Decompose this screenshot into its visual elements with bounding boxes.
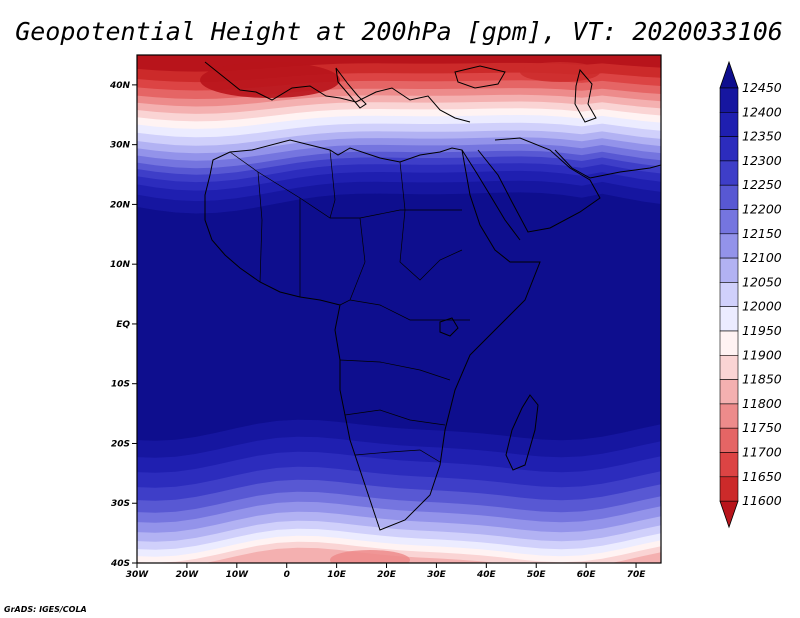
- colorbar-label: 11950: [742, 323, 782, 338]
- madagascar-outline: [505, 394, 539, 471]
- colorbar-label: 12200: [742, 202, 782, 217]
- africa-coastline: [204, 139, 541, 531]
- latitude-axis: 40N 30N 20N 10N EQ 10S 20S 30S 40S: [109, 81, 137, 569]
- lon-tick-label: 10E: [327, 570, 347, 580]
- persian-gulf-coast: [554, 149, 661, 179]
- colorbar-swatch: [719, 427, 739, 453]
- colorbar-swatch: [719, 306, 739, 332]
- lon-tick-label: 30W: [126, 570, 150, 580]
- lat-tick-label: 30S: [111, 499, 130, 509]
- black-sea-outline: [454, 65, 506, 89]
- colorbar-label: 11650: [742, 469, 782, 484]
- colorbar-label: 12150: [742, 226, 782, 241]
- coastline-outlines: [204, 61, 661, 531]
- lat-tick-label: 40N: [109, 81, 131, 91]
- lake-victoria-outline: [439, 317, 459, 337]
- red-sea-coast: [461, 149, 521, 241]
- height-band-south: [205, 547, 661, 563]
- lat-tick-label: 30N: [110, 141, 131, 151]
- caspian-outline: [574, 68, 597, 123]
- colorbar-swatch: [719, 112, 739, 137]
- lon-tick-label: 70E: [627, 570, 647, 580]
- colorbar-label: 11800: [742, 396, 782, 411]
- colorbar-label: 12000: [742, 299, 782, 314]
- colorbar-bottom-arrow: [719, 500, 739, 529]
- grads-credit: GrADS: IGES/COLA: [4, 605, 87, 614]
- colorbar-label: 12300: [742, 153, 782, 168]
- height-low-north: [200, 62, 340, 98]
- lat-tick-label: 20S: [111, 439, 130, 449]
- lat-tick-label: 10N: [110, 260, 131, 270]
- colorbar-swatch: [719, 136, 739, 162]
- colorbar-label: 11700: [742, 445, 782, 460]
- colorbar-label: 12050: [742, 274, 782, 289]
- colorbar-swatch: [719, 87, 739, 113]
- height-low-northeast: [520, 62, 600, 82]
- colorbar-swatch: [719, 452, 739, 478]
- europe-coastline: [204, 61, 471, 123]
- lon-tick-label: 50E: [527, 570, 547, 580]
- lon-tick-label: 30E: [427, 570, 447, 580]
- longitude-axis: 30W 20W 10W 0 10E 20E 30E 40E 50E 60E 70E: [126, 563, 646, 580]
- map-panel: [137, 55, 661, 563]
- lon-tick-label: 20W: [176, 570, 200, 580]
- colorbar-swatch: [719, 209, 739, 235]
- map-frame: [136, 54, 662, 564]
- colorbar-label: 12350: [742, 129, 782, 144]
- arabia-coast: [477, 137, 601, 233]
- country-borders: [229, 149, 470, 463]
- colorbar-label: 12100: [742, 250, 782, 265]
- colorbar-top-arrow: [719, 60, 739, 89]
- colorbar-label: 11600: [742, 493, 782, 508]
- colorbar-swatch: [719, 233, 739, 259]
- lon-tick-label: 20E: [377, 570, 397, 580]
- colorbar-label: 11900: [742, 347, 782, 362]
- colorbar-swatch: [719, 184, 739, 210]
- map-title: Geopotential Height at 200hPa [gpm], VT:…: [15, 17, 783, 46]
- lat-tick-label: 40S: [110, 559, 130, 569]
- italy-outline: [335, 67, 367, 109]
- lat-tick-label: 10S: [111, 380, 130, 390]
- colorbar-label: 12400: [742, 104, 782, 119]
- lon-tick-label: 0: [284, 570, 290, 580]
- colorbar-swatch: [719, 330, 739, 356]
- colorbar-label: 11750: [742, 420, 782, 435]
- colorbar-swatch: [719, 282, 739, 307]
- colorbar-swatch: [719, 476, 739, 502]
- height-low-south: [330, 550, 410, 563]
- colorbar-label: 11850: [742, 372, 782, 387]
- lat-tick-label: 20N: [110, 200, 131, 210]
- colorbar-swatch: [719, 354, 739, 380]
- colorbar: 11600 11650 11700 11750 11800 11850 11900 11950…: [719, 60, 782, 529]
- colorbar-swatch: [719, 160, 739, 186]
- lon-tick-label: 60E: [577, 570, 597, 580]
- colorbar-label: 12450: [742, 80, 782, 95]
- colorbar-swatch: [719, 403, 739, 429]
- lon-tick-label: 10W: [226, 570, 250, 580]
- height-contour-fill: [137, 55, 661, 563]
- colorbar-swatch: [719, 379, 739, 405]
- colorbar-swatch: [719, 257, 739, 283]
- colorbar-label: 12250: [742, 177, 782, 192]
- lon-tick-label: 40E: [476, 570, 497, 580]
- lat-tick-label: EQ: [116, 320, 130, 330]
